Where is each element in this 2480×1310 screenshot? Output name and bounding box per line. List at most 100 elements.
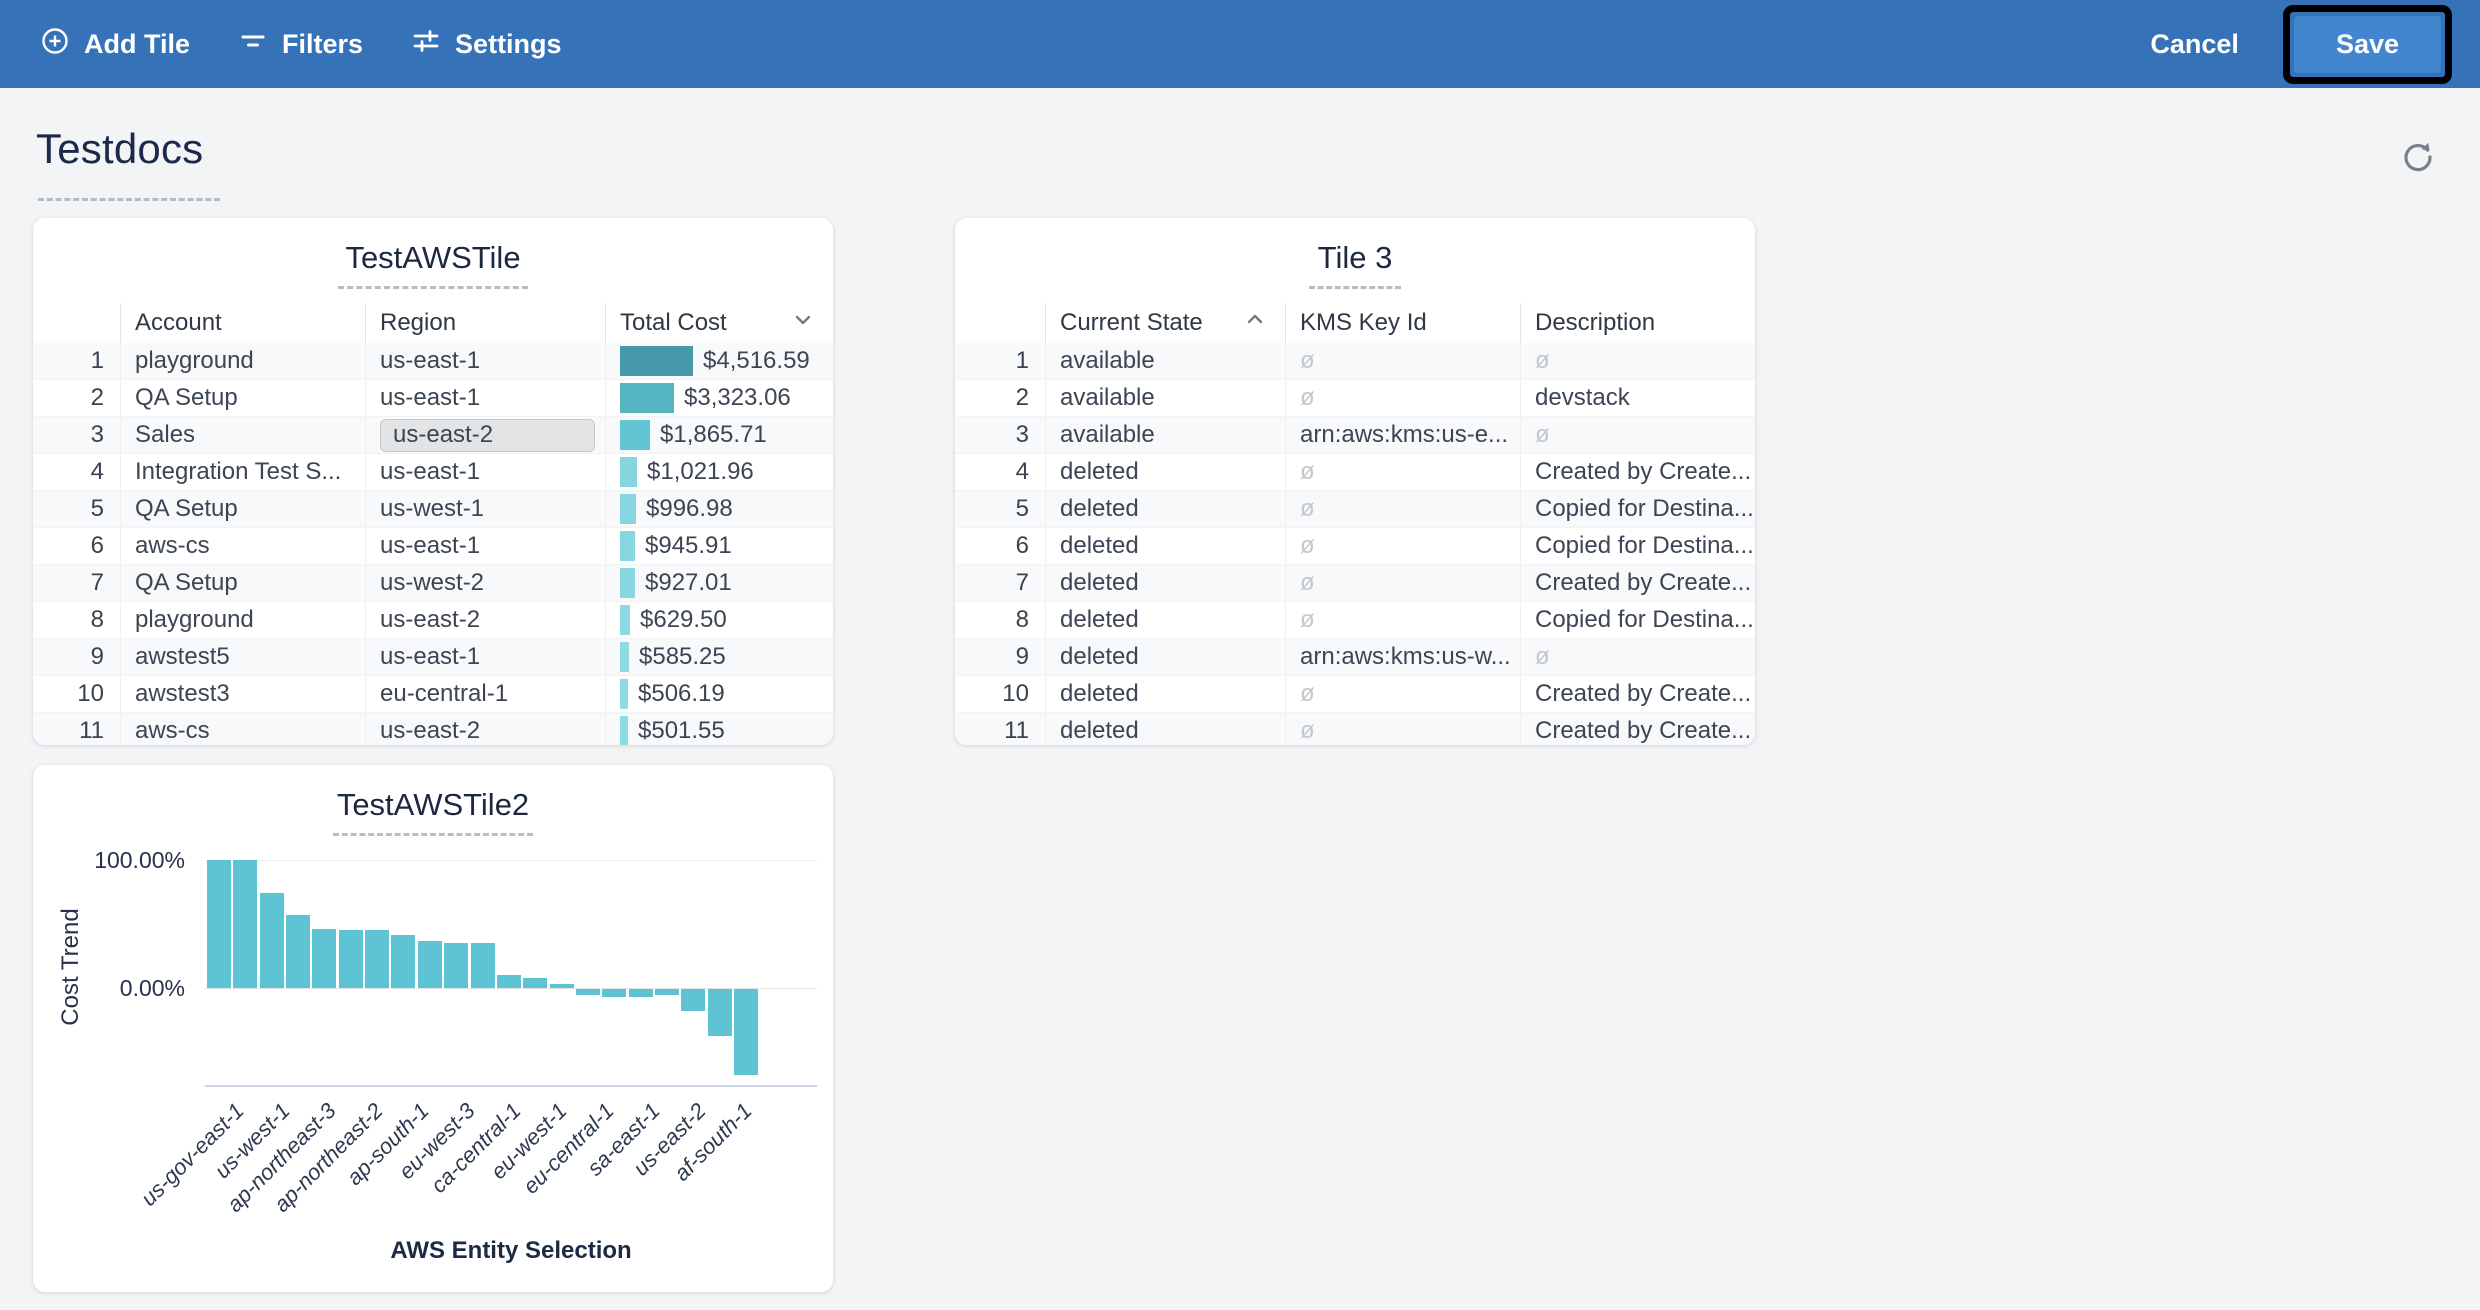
cell-account[interactable]: aws-cs [120,713,365,745]
chevron-up-icon[interactable] [1243,308,1267,339]
cell-current-state[interactable]: deleted [1045,491,1285,527]
settings-button[interactable]: Settings [411,26,562,63]
save-button[interactable]: Save [2293,15,2441,73]
tile-title[interactable]: TestAWSTile2 [336,787,530,822]
cell-total-cost[interactable]: $629.50 [605,602,833,638]
cell-region[interactable]: us-east-2 [365,417,605,453]
cell-total-cost[interactable]: $996.98 [605,491,833,527]
cell-total-cost[interactable]: $4,516.59 [605,343,833,379]
table-row: 11 deleted ø Created by Create... [955,713,1755,745]
tile-title[interactable]: TestAWSTile [345,240,521,275]
cell-kms-key-id[interactable]: ø [1285,528,1520,564]
cell-kms-key-id[interactable]: ø [1285,491,1520,527]
column-header-account[interactable]: Account [120,303,365,343]
cell-region[interactable]: us-east-1 [365,639,605,675]
cell-kms-key-id[interactable]: ø [1285,343,1520,379]
cell-account[interactable]: QA Setup [120,380,365,416]
cell-region[interactable]: us-east-1 [365,454,605,490]
cell-account[interactable]: awstest5 [120,639,365,675]
cancel-button[interactable]: Cancel [2150,28,2239,59]
chevron-down-icon[interactable] [791,308,815,339]
cell-account[interactable]: awstest3 [120,676,365,712]
cell-kms-key-id[interactable]: ø [1285,602,1520,638]
cost-value: $501.55 [638,717,725,744]
cell-region[interactable]: us-west-1 [365,491,605,527]
cost-value: $506.19 [638,680,725,707]
cell-region[interactable]: eu-central-1 [365,676,605,712]
cell-kms-key-id[interactable]: ø [1285,454,1520,490]
cost-value: $1,865.71 [660,421,767,448]
cell-current-state[interactable]: deleted [1045,713,1285,745]
cell-description[interactable]: Copied for Destina... [1520,602,1755,638]
cell-current-state[interactable]: available [1045,343,1285,379]
cell-total-cost[interactable]: $585.25 [605,639,833,675]
column-header-total-cost[interactable]: Total Cost [605,303,833,343]
tile-title-underline [1309,286,1401,289]
cell-region[interactable]: us-east-1 [365,380,605,416]
cell-kms-key-id[interactable]: ø [1285,380,1520,416]
cell-kms-key-id[interactable]: arn:aws:kms:us-w... [1285,639,1520,675]
cell-account[interactable]: QA Setup [120,565,365,601]
cell-account[interactable]: Integration Test S... [120,454,365,490]
cell-region[interactable]: us-east-2 [365,602,605,638]
dashboard-title[interactable]: Testdocs [36,125,204,172]
cell-region[interactable]: us-east-1 [365,528,605,564]
cell-kms-key-id[interactable]: ø [1285,676,1520,712]
chart-bar [312,928,337,988]
refresh-button[interactable] [2398,138,2438,178]
cell-kms-key-id[interactable]: ø [1285,713,1520,745]
cell-description[interactable]: ø [1520,417,1755,453]
cell-description[interactable]: Copied for Destina... [1520,528,1755,564]
cell-current-state[interactable]: deleted [1045,676,1285,712]
cell-total-cost[interactable]: $1,865.71 [605,417,833,453]
cell-current-state[interactable]: deleted [1045,528,1285,564]
cell-description[interactable]: ø [1520,639,1755,675]
cell-current-state[interactable]: available [1045,380,1285,416]
null-value: ø [1300,680,1315,707]
cell-account[interactable]: Sales [120,417,365,453]
filters-button[interactable]: Filters [238,26,363,63]
cost-data-bar [620,568,635,598]
cell-total-cost[interactable]: $1,021.96 [605,454,833,490]
row-number: 4 [1015,458,1029,485]
cell-current-state[interactable]: available [1045,417,1285,453]
cell-description[interactable]: Created by Create... [1520,454,1755,490]
cell-total-cost[interactable]: $501.55 [605,713,833,745]
cell-description[interactable]: Created by Create... [1520,565,1755,601]
cell-current-state[interactable]: deleted [1045,565,1285,601]
cell-description[interactable]: Copied for Destina... [1520,491,1755,527]
cell-total-cost[interactable]: $927.01 [605,565,833,601]
null-value: ø [1535,347,1550,374]
column-header-kms-key-id[interactable]: KMS Key Id [1285,303,1520,343]
cell-kms-key-id[interactable]: arn:aws:kms:us-e... [1285,417,1520,453]
cell-account[interactable]: playground [120,602,365,638]
cell-description[interactable]: ø [1520,343,1755,379]
selected-cell[interactable]: us-east-2 [380,418,595,452]
cell-account[interactable]: playground [120,343,365,379]
cell-total-cost[interactable]: $506.19 [605,676,833,712]
cell-current-state[interactable]: deleted [1045,639,1285,675]
cell-current-state[interactable]: deleted [1045,602,1285,638]
table-row: 5 deleted ø Copied for Destina... [955,491,1755,528]
cell-region[interactable]: us-east-1 [365,343,605,379]
cell-region[interactable]: us-east-2 [365,713,605,745]
cell-description[interactable]: devstack [1520,380,1755,416]
tile-title[interactable]: Tile 3 [1317,240,1393,275]
cell-region[interactable]: us-west-2 [365,565,605,601]
chart-bar [602,989,627,997]
cell-account[interactable]: QA Setup [120,491,365,527]
column-header-current-state[interactable]: Current State [1045,303,1285,343]
table-row: 4 Integration Test S... us-east-1 $1,021.96 [33,454,833,491]
cell-account[interactable]: aws-cs [120,528,365,564]
add-tile-button[interactable]: Add Tile [40,26,190,63]
cell-total-cost[interactable]: $945.91 [605,528,833,564]
cell-total-cost[interactable]: $3,323.06 [605,380,833,416]
table-row: 9 awstest5 us-east-1 $585.25 [33,639,833,676]
column-header-description[interactable]: Description [1520,303,1755,343]
cell-current-state[interactable]: deleted [1045,454,1285,490]
dashboard-title-underline [38,198,220,201]
cell-description[interactable]: Created by Create... [1520,713,1755,745]
cell-description[interactable]: Created by Create... [1520,676,1755,712]
column-header-region[interactable]: Region [365,303,605,343]
cell-kms-key-id[interactable]: ø [1285,565,1520,601]
